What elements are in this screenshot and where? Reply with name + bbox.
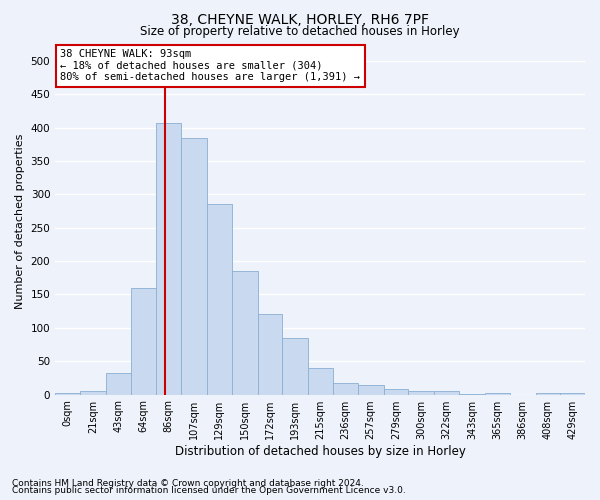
Bar: [409, 391, 434, 394]
Text: Size of property relative to detached houses in Horley: Size of property relative to detached ho…: [140, 25, 460, 38]
Bar: [434, 391, 459, 394]
Bar: [560, 393, 585, 394]
Bar: [232, 271, 257, 394]
Bar: [283, 338, 308, 394]
Bar: [157, 123, 181, 394]
Bar: [383, 389, 409, 394]
Bar: [55, 392, 80, 394]
Text: 38 CHEYNE WALK: 93sqm
← 18% of detached houses are smaller (304)
80% of semi-det: 38 CHEYNE WALK: 93sqm ← 18% of detached …: [61, 49, 361, 82]
Bar: [181, 138, 207, 394]
Text: Contains HM Land Registry data © Crown copyright and database right 2024.: Contains HM Land Registry data © Crown c…: [12, 478, 364, 488]
Bar: [485, 392, 509, 394]
Text: 38, CHEYNE WALK, HORLEY, RH6 7PF: 38, CHEYNE WALK, HORLEY, RH6 7PF: [171, 12, 429, 26]
Bar: [131, 288, 157, 395]
Bar: [333, 382, 358, 394]
Bar: [257, 314, 283, 394]
Y-axis label: Number of detached properties: Number of detached properties: [15, 134, 25, 308]
X-axis label: Distribution of detached houses by size in Horley: Distribution of detached houses by size …: [175, 444, 466, 458]
Bar: [80, 391, 106, 394]
Text: Contains public sector information licensed under the Open Government Licence v3: Contains public sector information licen…: [12, 486, 406, 495]
Bar: [536, 393, 560, 394]
Bar: [308, 368, 333, 394]
Bar: [358, 384, 383, 394]
Bar: [106, 372, 131, 394]
Bar: [207, 204, 232, 394]
